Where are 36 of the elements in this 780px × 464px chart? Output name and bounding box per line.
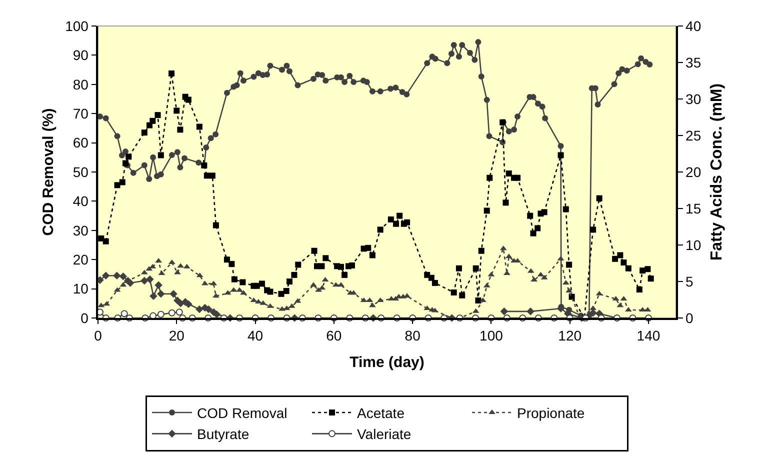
y-tick-label: 50 — [72, 164, 89, 180]
y-tick-label: 90 — [72, 47, 89, 64]
y-axis-title: COD Removal (%) — [40, 108, 57, 236]
x-tick-label: 0 — [94, 328, 102, 344]
y2-tick-label: 15 — [686, 200, 702, 216]
x-tick-label: 100 — [480, 328, 504, 344]
y2-tick-label: 0 — [686, 310, 694, 326]
y-tick-label: 80 — [72, 76, 89, 92]
y2-tick-label: 30 — [686, 90, 702, 107]
y-tick-label: 100 — [65, 18, 89, 34]
y-tick-label: 20 — [72, 252, 89, 268]
x-tick-label: 20 — [168, 328, 185, 344]
y2-tick-label: 5 — [686, 273, 694, 290]
x-tick-label: 140 — [636, 328, 660, 344]
x-tick-label: 80 — [404, 328, 421, 344]
legend-label: Butyrate — [197, 426, 250, 442]
y-tick-label: 30 — [72, 222, 89, 238]
y2-tick-label: 20 — [686, 164, 702, 180]
legend-label: COD Removal — [197, 404, 288, 421]
y-tick-label: 60 — [72, 134, 89, 151]
x-tick-label: 40 — [247, 328, 264, 344]
y2-tick-label: 40 — [686, 18, 702, 34]
y2-axis-title: Fatty Acids Conc. (mM) — [708, 83, 726, 261]
y-tick-label: 70 — [72, 106, 89, 122]
x-tick-label: 60 — [326, 328, 342, 344]
legend-label: Valeriate — [357, 426, 412, 442]
y2-tick-label: 25 — [686, 127, 702, 144]
y-tick-label: 40 — [72, 193, 89, 210]
legend-label: Acetate — [357, 404, 405, 421]
y-tick-label: 10 — [72, 280, 89, 297]
x-tick-label: 120 — [558, 328, 582, 344]
x-axis-title: Time (day) — [350, 354, 424, 372]
y2-tick-label: 35 — [686, 54, 702, 70]
y2-tick-label: 10 — [686, 236, 702, 253]
legend-label: Propionate — [517, 404, 585, 421]
y-tick-label: 0 — [80, 310, 89, 326]
